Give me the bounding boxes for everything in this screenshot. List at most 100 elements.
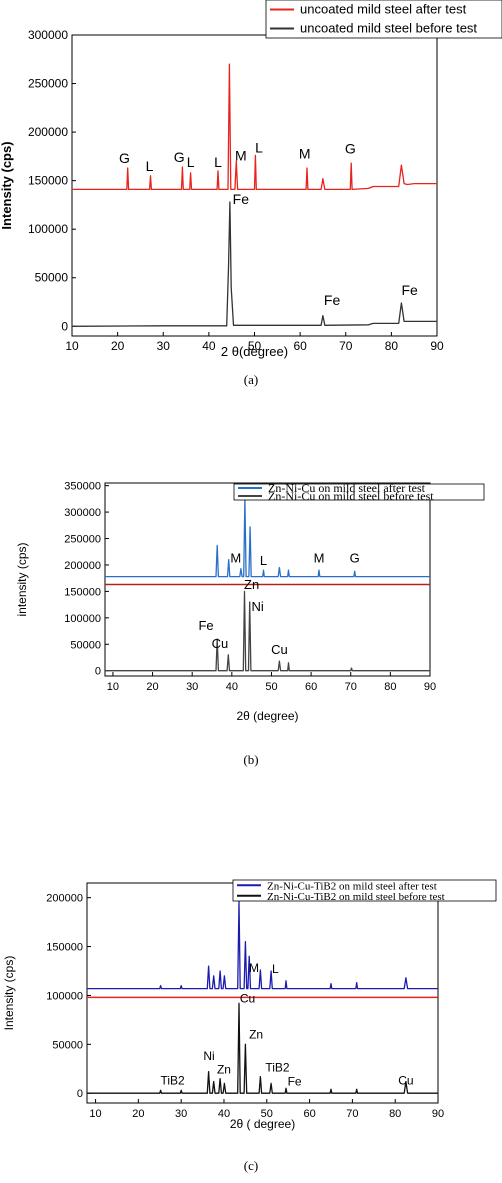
x-axis-label: 2 θ(degree)	[221, 344, 288, 359]
y-tick-label: 150000	[28, 174, 68, 188]
chart-1: 10 20 30 40 50 60 70 80 90 0 50000 100000 150000 2000…	[0, 0, 502, 387]
peak-annotation: Zn	[244, 577, 259, 592]
peak-annotation: M	[299, 145, 311, 161]
peak-annotation: G	[174, 149, 185, 165]
legend: uncoated mild steel after test uncoated m…	[265, 0, 502, 39]
peak-annotation: Cu	[271, 642, 288, 657]
x-tick-label: 10	[89, 1108, 101, 1120]
y-tick-label: 0	[61, 319, 68, 333]
peak-annotation: Ni	[203, 1049, 214, 1063]
legend-label: uncoated mild steel after test	[300, 2, 467, 17]
peak-annotation: M	[249, 961, 259, 975]
legend-box	[265, 0, 502, 39]
series-line-1	[105, 498, 430, 578]
x-tick-label: 20	[132, 1108, 144, 1120]
series-line-2	[105, 590, 430, 672]
figure-caption: (b)	[243, 752, 258, 767]
series-line-2	[87, 1002, 438, 1094]
legend-label: Zn-Ni-Cu on mild steel after test	[268, 481, 426, 495]
y-tick-label: 200000	[28, 125, 68, 139]
peak-annotation: Cu	[240, 991, 255, 1005]
peak-annotation: Fe	[233, 191, 250, 207]
chart-3: 10 20 30 40 50 60 70 80 90 0 50000 100000 150000 2000…	[2, 879, 497, 1173]
peak-annotation: G	[345, 140, 356, 156]
y-tick-label: 100000	[46, 990, 83, 1002]
peak-annotation: L	[260, 553, 267, 568]
series-line-2	[71, 201, 437, 327]
y-tick-label: 50000	[70, 639, 101, 651]
x-tick-label: 80	[384, 681, 396, 693]
peak-annotation: Cu	[212, 636, 229, 651]
y-tick-label: 200000	[64, 560, 101, 572]
x-tick-label: 30	[186, 681, 198, 693]
x-tick-label: 30	[157, 339, 171, 353]
x-tick-label: 90	[424, 681, 436, 693]
peak-annotation: L	[214, 154, 222, 170]
x-tick-label: 90	[430, 339, 444, 353]
peak-annotation: M	[235, 147, 247, 163]
legend: Zn-Ni-Cu on mild steel after testZn-Ni-C…	[233, 481, 485, 503]
x-tick-label: 10	[107, 681, 119, 693]
chart-2: 10 20 30 40 50 60 70 80 90 0 50000 100000 150000 2000…	[15, 481, 485, 767]
series-line-1	[72, 63, 437, 191]
peak-annotation: Fe	[401, 282, 418, 298]
y-tick-label: 100000	[28, 222, 68, 236]
legend-box	[233, 483, 485, 501]
x-tick-label: 50	[265, 681, 277, 693]
x-tick-label: 60	[303, 1108, 315, 1120]
x-tick-label: 60	[293, 339, 307, 353]
x-tick-label: 20	[111, 339, 125, 353]
peak-annotation: M	[230, 550, 241, 565]
peak-annotation: L	[272, 962, 279, 976]
x-tick-label: 90	[432, 1108, 444, 1120]
series-line-1	[87, 900, 438, 990]
peak-annotation: L	[255, 139, 263, 155]
x-tick-label: 30	[175, 1108, 187, 1120]
x-tick-label: 80	[389, 1108, 401, 1120]
y-tick-label: 200000	[46, 893, 83, 905]
plot-frame	[104, 482, 431, 677]
legend-box	[232, 879, 497, 902]
x-tick-label: 50	[248, 339, 262, 353]
y-tick-label: 300000	[64, 507, 101, 519]
peak-annotation: L	[187, 154, 195, 170]
x-axis-label: 2θ ( degree)	[230, 1117, 295, 1131]
x-tick-label: 70	[345, 681, 357, 693]
legend-label: Zn-Ni-Cu-TiB2 on mild steel after test	[267, 880, 437, 892]
peak-annotation: Zn	[249, 1027, 263, 1041]
y-axis-label: Intensity (cps)	[0, 141, 14, 229]
peak-annotation: Fe	[324, 292, 341, 308]
x-tick-label: 60	[305, 681, 317, 693]
y-axis-label: Intensity (cps)	[2, 956, 16, 1031]
x-tick-label: 80	[385, 339, 399, 353]
x-tick-label: 40	[202, 339, 216, 353]
peak-annotation: G	[119, 150, 130, 166]
y-tick-label: 250000	[28, 77, 68, 91]
y-axis-label: intensity (cps)	[15, 542, 29, 616]
peak-annotation: Zn	[217, 1063, 231, 1077]
y-tick-label: 0	[77, 1088, 83, 1100]
y-tick-label: 50000	[52, 1039, 83, 1051]
x-tick-label: 40	[218, 1108, 230, 1120]
x-tick-label: 50	[261, 1108, 273, 1120]
y-tick-label: 250000	[64, 534, 101, 546]
x-tick-label: 70	[346, 1108, 358, 1120]
y-tick-label: 350000	[64, 481, 101, 493]
peak-annotation: M	[314, 550, 325, 565]
y-tick-label: 150000	[64, 586, 101, 598]
peak-annotation: G	[350, 550, 360, 565]
figure-caption: (c)	[244, 1158, 258, 1173]
peak-annotation: TiB2	[265, 1061, 290, 1075]
legend-label: uncoated mild steel before test	[300, 21, 477, 36]
x-tick-label: 20	[146, 681, 158, 693]
x-tick-label: 70	[339, 339, 353, 353]
y-tick-label: 0	[95, 666, 101, 678]
x-tick-label: 10	[65, 339, 79, 353]
peak-annotation: TiB2	[160, 1073, 185, 1087]
figure-caption: (a)	[244, 372, 258, 387]
plot-frame	[86, 882, 439, 1104]
peak-annotation: Fe	[198, 618, 213, 633]
peak-annotation: Fe	[288, 1074, 302, 1088]
legend-label: Zn-Ni-Cu on mild steel before test	[268, 489, 434, 503]
